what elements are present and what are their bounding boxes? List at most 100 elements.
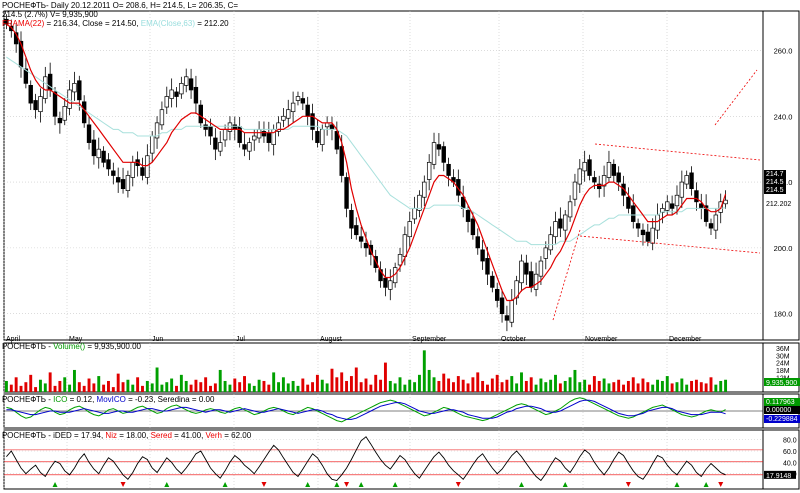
volume-bar — [622, 384, 625, 392]
volume-bar — [194, 379, 198, 392]
candle-body — [626, 196, 631, 209]
candle-body — [475, 236, 480, 249]
candle-body — [645, 231, 651, 242]
candle-body — [635, 223, 641, 229]
candle-body — [407, 221, 412, 238]
candle-body — [504, 315, 510, 321]
candle-body — [436, 144, 442, 150]
volume-bar — [38, 379, 42, 392]
candle-body — [441, 146, 446, 163]
seredina-label: Seredina — [157, 395, 190, 404]
volume-tick-label: 18M — [776, 368, 790, 375]
volume-bar — [563, 380, 567, 392]
volume-bar — [481, 380, 485, 392]
month-label: September — [412, 336, 447, 343]
volume-bar — [520, 372, 523, 392]
volume-bar — [68, 384, 72, 392]
volume-bar — [145, 380, 149, 392]
buy-signal-arrow — [305, 482, 311, 487]
ico-tag: -0.229884 — [766, 416, 798, 423]
trend-channel-line — [579, 235, 761, 254]
candle-body — [67, 89, 72, 109]
volume-bar — [262, 380, 266, 392]
movico-line — [6, 399, 726, 420]
volume-bar — [573, 369, 577, 392]
volume-bar — [48, 372, 52, 392]
candle-body — [587, 159, 592, 176]
candle-body — [684, 175, 689, 185]
candle-body — [43, 76, 48, 99]
candle-body — [159, 109, 165, 126]
volume-bar — [267, 384, 271, 392]
candle-body — [533, 273, 539, 290]
volume-bar — [486, 384, 489, 392]
candle-body — [694, 190, 699, 203]
candle-body — [558, 218, 563, 229]
buy-signal-arrow — [334, 482, 340, 487]
volume-bar — [272, 372, 276, 392]
candle-body — [256, 129, 262, 139]
volume-bar — [685, 384, 689, 392]
candle-body — [660, 208, 665, 213]
pane-frame-price — [3, 10, 800, 341]
frama-text: = 216.34, Close = 214.50, — [44, 19, 141, 28]
candle-body — [86, 124, 92, 143]
volume-bar — [597, 380, 601, 392]
sered-label: Sered — [150, 431, 172, 440]
volume-bar — [413, 382, 417, 392]
candle-body — [538, 260, 544, 277]
volume-bar — [228, 384, 232, 392]
candle-body — [470, 218, 476, 236]
candle-body — [188, 78, 194, 91]
candle-body — [553, 221, 558, 238]
candle-body — [655, 214, 660, 231]
volume-bar — [335, 377, 339, 392]
candle-body — [52, 91, 58, 117]
candle-body — [354, 225, 359, 236]
price-tick-label: 200.0 — [774, 244, 793, 253]
candle-body — [115, 177, 121, 183]
header-line-2: 214.5 (2.7%) V= 9,935,900 — [2, 10, 98, 19]
volume-bar — [63, 377, 67, 392]
volume-bar — [257, 379, 261, 392]
candle-body — [261, 131, 267, 137]
ided-header: РОСНЕФТЬ - iDED = 17.94, Niz = 18.00, Se… — [2, 431, 252, 440]
volume-bar — [592, 376, 596, 392]
volume-bar — [359, 382, 363, 392]
volume-bar — [631, 377, 635, 392]
volume-bar — [24, 382, 28, 392]
price-tick-label: 180.0 — [774, 310, 793, 319]
pane-frame-ided — [3, 429, 800, 490]
ema-line — [6, 56, 726, 246]
month-label: Jul — [236, 336, 245, 343]
price-tag: 212.202 — [766, 201, 791, 208]
candle-body — [276, 122, 281, 132]
candle-body — [631, 205, 636, 222]
candle-body — [494, 288, 500, 301]
candle-body — [577, 168, 582, 185]
volume-bar — [141, 385, 144, 392]
candle-body — [120, 179, 126, 190]
frama-line — [6, 23, 727, 302]
volume-bar — [19, 385, 23, 392]
candle-body — [203, 124, 208, 130]
volume-bar — [14, 377, 18, 392]
volume-bar — [641, 378, 645, 392]
volume-bar — [476, 372, 480, 392]
candle-body — [130, 161, 135, 178]
candles-group — [4, 14, 728, 332]
candle-body — [456, 179, 461, 196]
volume-bar — [291, 380, 295, 392]
volume-bar — [515, 383, 519, 392]
volume-bar — [583, 379, 587, 392]
candle-body — [519, 260, 524, 284]
volume-bar — [699, 382, 703, 392]
volume-bar — [199, 382, 203, 392]
volume-bar — [184, 380, 188, 392]
volume-bar — [204, 377, 208, 392]
price-tick-label: 260.0 — [774, 46, 793, 55]
candle-body — [601, 175, 607, 187]
volume-bar — [719, 380, 723, 392]
candle-body — [524, 262, 529, 275]
month-label: Jun — [152, 336, 163, 343]
